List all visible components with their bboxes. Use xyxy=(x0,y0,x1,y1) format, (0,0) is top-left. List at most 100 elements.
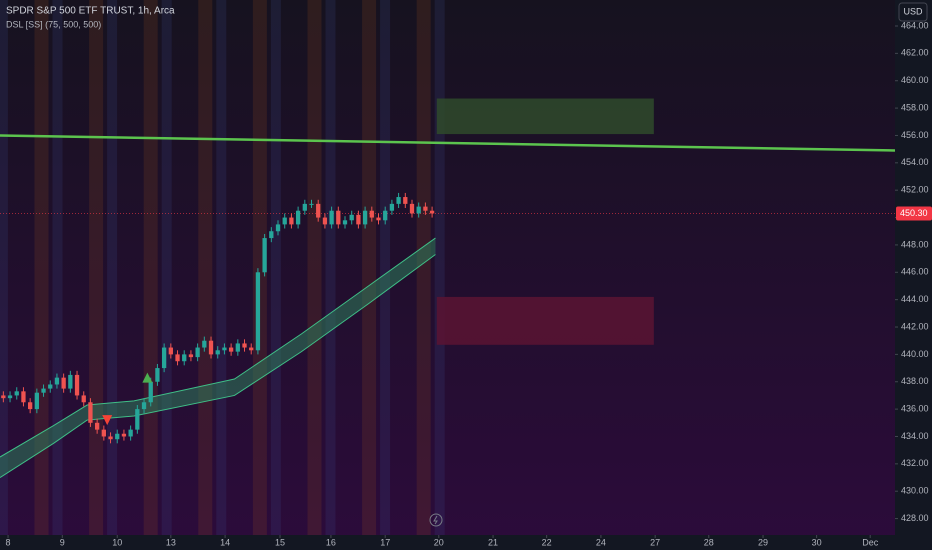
session-stripe xyxy=(307,0,322,535)
session-stripe xyxy=(89,0,104,535)
y-tick-label: 458.00 xyxy=(901,102,929,112)
x-tick-label: 21 xyxy=(488,537,498,547)
candle-body xyxy=(383,210,388,221)
candle-body xyxy=(396,197,401,204)
candle-body xyxy=(21,391,26,403)
candle-body xyxy=(7,395,13,399)
currency-button[interactable] xyxy=(898,2,928,22)
session-stripe xyxy=(380,0,391,535)
dsl-upper xyxy=(0,237,436,458)
candle-body xyxy=(369,210,374,218)
session-stripe xyxy=(0,0,8,535)
x-tick-label: 29 xyxy=(758,537,768,547)
x-tick-label: 13 xyxy=(166,537,176,547)
candle-body xyxy=(121,433,127,437)
candle-body xyxy=(94,422,100,430)
candle-body xyxy=(416,206,421,214)
candle-body xyxy=(48,384,53,389)
candle-body xyxy=(1,395,6,399)
x-tick-label: 16 xyxy=(326,537,336,547)
candle-body xyxy=(316,203,321,218)
session-stripe xyxy=(325,0,336,535)
candle-body xyxy=(429,210,435,214)
signal-marker xyxy=(142,372,153,383)
candle-body xyxy=(101,429,106,437)
zone xyxy=(436,296,654,345)
x-tick-label: 15 xyxy=(275,537,285,547)
candle-body xyxy=(255,272,261,351)
candle-body xyxy=(409,203,415,214)
x-tick-label: 27 xyxy=(650,537,660,547)
candle-body xyxy=(74,374,80,396)
chart-title: SPDR S&P 500 ETF TRUST, 1h, Arca xyxy=(6,6,175,17)
session-stripe xyxy=(416,0,431,535)
x-tick-label: 8 xyxy=(6,537,11,547)
y-tick-label: 442.00 xyxy=(901,321,929,331)
candle-body xyxy=(302,203,307,211)
y-tick-label: 440.00 xyxy=(901,349,929,359)
session-stripe xyxy=(252,0,267,535)
candle-body xyxy=(356,214,361,225)
candle-body xyxy=(289,217,294,225)
candle-body xyxy=(148,381,153,403)
candle-body xyxy=(362,210,368,225)
indicator-label: DSL [SS] (75, 500, 500) xyxy=(6,19,101,29)
x-tick-label: 30 xyxy=(812,537,822,547)
candle-body xyxy=(161,347,167,369)
last-price-label: 450.30 xyxy=(900,208,928,218)
candle-body xyxy=(68,374,73,389)
candle-body xyxy=(34,392,39,410)
x-tick-label: 9 xyxy=(60,537,65,547)
y-tick-label: 448.00 xyxy=(901,239,929,249)
candle-body xyxy=(61,377,66,389)
candle-body xyxy=(195,347,200,358)
candle-body xyxy=(54,377,60,385)
y-tick-label: 438.00 xyxy=(901,376,929,386)
last-price-tag xyxy=(896,206,932,221)
y-tick-label: 454.00 xyxy=(901,157,929,167)
session-stripe xyxy=(198,0,213,535)
y-tick-label: 462.00 xyxy=(901,48,929,58)
candle-body xyxy=(202,340,207,348)
y-tick-label: 436.00 xyxy=(901,403,929,413)
session-stripe xyxy=(107,0,118,535)
candle-body xyxy=(188,354,194,358)
candle-body xyxy=(108,436,113,440)
candle-body xyxy=(329,210,334,225)
y-tick-label: 430.00 xyxy=(901,486,929,496)
session-stripe xyxy=(52,0,63,535)
session-stripe xyxy=(161,0,172,535)
x-tick-label: 10 xyxy=(112,537,122,547)
session-stripe xyxy=(362,0,377,535)
candle-body xyxy=(168,347,173,355)
y-tick-label: 434.00 xyxy=(901,431,929,441)
candle-body xyxy=(336,210,341,225)
candle-body xyxy=(269,231,274,239)
replay-icon[interactable] xyxy=(429,513,443,527)
x-tick-label: 24 xyxy=(596,537,606,547)
candle-body xyxy=(242,343,247,348)
x-tick-label: 17 xyxy=(380,537,390,547)
candle-body xyxy=(28,402,33,410)
candle-body xyxy=(41,388,46,393)
candle-body xyxy=(275,224,281,232)
replay-icon-bolt xyxy=(433,515,438,525)
candle-body xyxy=(389,203,395,211)
candle-body xyxy=(115,433,120,440)
y-tick-label: 452.00 xyxy=(901,185,929,195)
session-stripe xyxy=(434,0,445,535)
candle-body xyxy=(235,343,240,352)
time-axis-panel xyxy=(0,535,932,550)
y-tick-label: 456.00 xyxy=(901,130,929,140)
x-tick-label: 22 xyxy=(542,537,552,547)
candle-body xyxy=(14,391,19,396)
candle-body xyxy=(262,238,267,273)
candle-body xyxy=(342,220,348,225)
session-stripe xyxy=(143,0,158,535)
candle-body xyxy=(215,350,220,355)
candle-body xyxy=(322,217,328,225)
y-tick-label: 446.00 xyxy=(901,267,929,277)
candle-body xyxy=(208,340,214,355)
x-tick-label: 20 xyxy=(434,537,444,547)
